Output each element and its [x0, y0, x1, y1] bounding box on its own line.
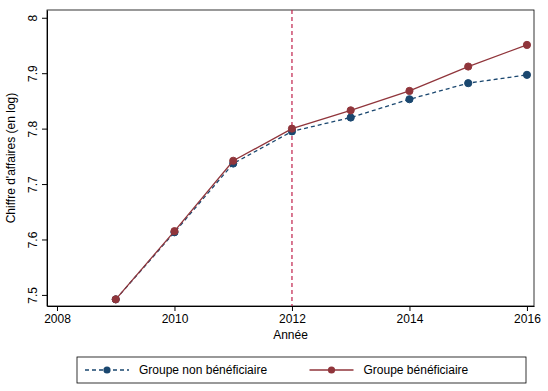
series-marker	[465, 80, 472, 87]
y-tick-label: 8	[26, 15, 40, 22]
y-tick-mark	[42, 239, 47, 240]
y-tick-mark	[42, 73, 47, 74]
x-tick-mark	[174, 306, 175, 311]
y-tick-label: 7.6	[26, 231, 40, 248]
background	[0, 0, 548, 391]
series-marker	[347, 114, 354, 121]
y-tick: 7.5	[26, 287, 47, 304]
legend: Groupe non bénéficiaire Groupe bénéficiai…	[77, 357, 526, 383]
y-tick: 7.8	[26, 120, 47, 137]
series-line	[116, 75, 527, 299]
legend-marker	[328, 366, 335, 373]
series-marker	[465, 63, 472, 70]
series-marker	[523, 71, 530, 78]
x-tick: 2012	[279, 306, 306, 326]
y-tick-label: 7.8	[26, 120, 40, 137]
series-marker	[406, 96, 413, 103]
x-tick-label: 2014	[397, 312, 424, 326]
reference-line	[291, 10, 292, 306]
y-axis-title: Chiffre d'affaires (en log)	[4, 93, 18, 224]
x-tick-mark	[57, 306, 58, 311]
y-tick: 7.7	[26, 176, 47, 193]
y-tick-mark	[42, 295, 47, 296]
legend-box	[77, 357, 526, 383]
series-marker	[230, 157, 237, 164]
x-axis: 2008 2010 2012 2014 2016	[44, 306, 541, 326]
series-marker	[523, 41, 530, 48]
series-marker	[171, 228, 178, 235]
y-tick-mark	[42, 18, 47, 19]
x-tick: 2010	[162, 306, 189, 326]
plot-frame	[47, 10, 534, 306]
y-axis: 7.5 7.6 7.7 7.8 7.9 8	[26, 11, 48, 307]
series-line	[116, 45, 527, 299]
y-tick: 7.6	[26, 231, 47, 248]
x-tick-label: 2012	[279, 312, 306, 326]
x-tick: 2016	[514, 306, 541, 326]
series-marker	[406, 87, 413, 94]
y-tick-label: 7.7	[26, 176, 40, 193]
y-tick-mark	[42, 129, 47, 130]
y-tick: 7.9	[26, 65, 47, 82]
y-tick-mark	[42, 184, 47, 185]
y-tick: 8	[26, 15, 47, 22]
x-tick-mark	[292, 306, 293, 311]
series-marker	[112, 296, 119, 303]
series-marker	[347, 107, 354, 114]
plot-area	[112, 10, 530, 306]
y-tick-label: 7.9	[26, 65, 40, 82]
legend-label: Groupe bénéficiaire	[364, 363, 469, 377]
x-tick: 2014	[397, 306, 424, 326]
legend-label: Groupe non bénéficiaire	[139, 363, 267, 377]
x-tick: 2008	[44, 306, 71, 326]
x-axis-title: Année	[273, 328, 308, 342]
y-tick-label: 7.5	[26, 287, 40, 304]
x-tick-mark	[409, 306, 410, 311]
legend-marker	[103, 366, 110, 373]
series-marker	[112, 296, 119, 303]
chart: 2008 2010 2012 2014 2016 7.5 7.6 7.7 7.8 7.9 8 Anné…	[0, 0, 548, 391]
y-axis-line	[47, 11, 48, 307]
x-axis-line	[48, 306, 535, 307]
x-tick-label: 2010	[162, 312, 189, 326]
x-tick-mark	[527, 306, 528, 311]
x-tick-label: 2008	[44, 312, 71, 326]
x-tick-label: 2016	[514, 312, 541, 326]
series-marker	[288, 125, 295, 132]
